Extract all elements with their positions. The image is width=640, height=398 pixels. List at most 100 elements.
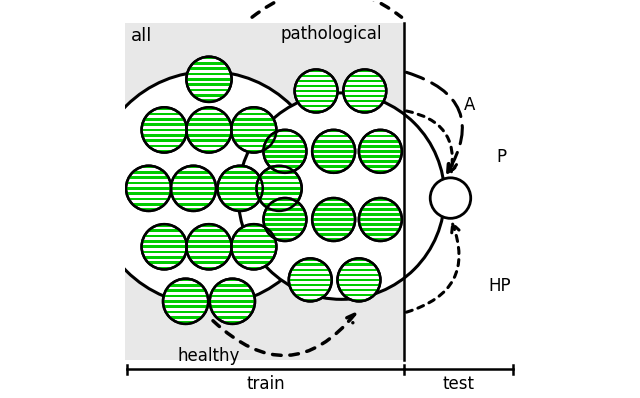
Text: train: train	[246, 375, 285, 393]
Bar	[163, 279, 208, 281]
Bar	[231, 144, 276, 147]
Bar	[289, 273, 332, 276]
Bar	[294, 74, 337, 77]
Bar	[337, 299, 380, 301]
Bar	[294, 70, 337, 72]
Bar	[359, 218, 402, 221]
Bar	[186, 107, 232, 110]
FancyArrowPatch shape	[406, 111, 456, 172]
Bar	[171, 166, 216, 168]
Ellipse shape	[264, 198, 307, 241]
Bar	[186, 150, 232, 152]
Ellipse shape	[294, 70, 337, 112]
Bar	[141, 251, 187, 254]
Bar	[218, 208, 263, 211]
Bar	[343, 80, 387, 82]
Bar	[343, 100, 387, 102]
Bar	[289, 294, 332, 296]
Bar	[186, 261, 232, 264]
Bar	[264, 160, 307, 163]
Bar	[171, 198, 216, 200]
Bar	[337, 289, 380, 291]
Bar	[312, 233, 355, 236]
Bar	[312, 170, 355, 173]
Ellipse shape	[264, 130, 307, 173]
Bar	[126, 208, 172, 211]
Bar	[337, 279, 380, 281]
Bar	[186, 144, 232, 147]
Bar	[343, 85, 387, 87]
Bar	[210, 295, 255, 297]
Bar	[264, 150, 307, 152]
Bar	[312, 213, 355, 216]
Bar	[337, 263, 380, 266]
FancyArrowPatch shape	[213, 314, 355, 355]
Ellipse shape	[312, 198, 355, 241]
Bar	[257, 166, 301, 168]
Bar	[210, 300, 255, 302]
Bar	[312, 208, 355, 211]
Bar	[264, 203, 307, 206]
Bar	[294, 100, 337, 102]
Bar	[163, 300, 208, 302]
Text: healthy: healthy	[178, 347, 240, 365]
Bar	[126, 176, 172, 179]
Ellipse shape	[163, 279, 208, 324]
Bar	[343, 105, 387, 107]
Bar	[257, 176, 301, 179]
Bar	[231, 107, 276, 110]
Bar	[186, 89, 232, 91]
Ellipse shape	[210, 279, 255, 324]
Bar	[171, 171, 216, 174]
Bar	[359, 135, 402, 137]
Bar	[141, 144, 187, 147]
Bar	[186, 99, 232, 102]
Ellipse shape	[126, 166, 172, 211]
Bar	[359, 223, 402, 226]
Bar	[264, 165, 307, 168]
FancyArrowPatch shape	[406, 224, 459, 312]
Bar	[264, 170, 307, 173]
Bar	[186, 134, 232, 137]
Bar	[163, 316, 208, 318]
Bar	[312, 238, 355, 241]
Bar	[231, 139, 276, 142]
Bar	[186, 267, 232, 269]
Ellipse shape	[257, 166, 301, 211]
Ellipse shape	[141, 107, 187, 152]
Bar	[141, 240, 187, 243]
Text: all: all	[131, 27, 152, 45]
Bar	[141, 224, 187, 227]
Bar	[337, 269, 380, 271]
Bar	[257, 187, 301, 190]
Text: HP: HP	[488, 277, 511, 295]
Bar	[141, 139, 187, 142]
Bar	[264, 218, 307, 221]
Bar	[210, 279, 255, 281]
Bar	[264, 130, 307, 133]
Bar	[312, 223, 355, 226]
Bar	[312, 218, 355, 221]
Bar	[231, 230, 276, 232]
Bar	[210, 305, 255, 308]
Bar	[171, 182, 216, 184]
Ellipse shape	[186, 57, 232, 102]
Ellipse shape	[359, 198, 402, 241]
Bar	[186, 73, 232, 75]
Bar	[312, 160, 355, 163]
Bar	[264, 223, 307, 226]
Bar	[141, 107, 187, 110]
Bar	[218, 187, 263, 190]
Bar	[359, 208, 402, 211]
Bar	[312, 155, 355, 158]
Bar	[359, 145, 402, 148]
Bar	[186, 67, 232, 70]
Ellipse shape	[231, 107, 276, 152]
Circle shape	[92, 72, 326, 305]
Bar	[186, 224, 232, 227]
Bar	[210, 316, 255, 318]
Bar	[343, 90, 387, 92]
Bar	[186, 118, 232, 121]
Bar	[337, 294, 380, 296]
Ellipse shape	[337, 258, 380, 301]
